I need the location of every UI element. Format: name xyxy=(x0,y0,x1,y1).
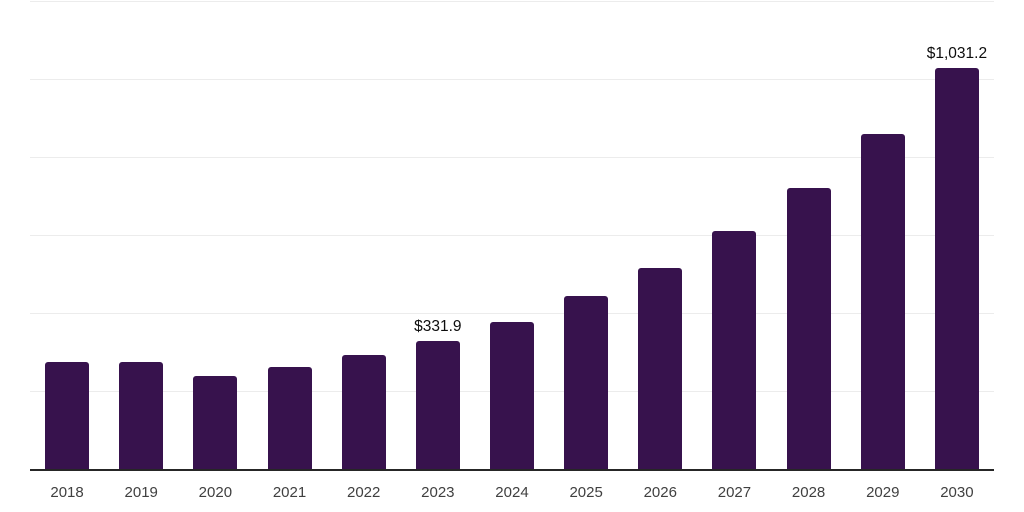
x-tick-2024: 2024 xyxy=(495,484,529,501)
bar-2022 xyxy=(341,355,386,470)
bar-2029 xyxy=(860,134,905,470)
gridline-800 xyxy=(30,157,994,158)
bar-2023 xyxy=(415,340,460,470)
bar-2030 xyxy=(934,67,979,470)
bar-2027 xyxy=(712,231,757,470)
value-label-2023: $331.9 xyxy=(414,317,462,335)
bar-2024 xyxy=(490,321,534,470)
value-label-2030: $1,031.2 xyxy=(926,44,988,62)
gridline-1200 xyxy=(30,1,994,2)
x-tick-2021: 2021 xyxy=(272,484,307,501)
x-tick-2025: 2025 xyxy=(569,484,603,501)
gridline-600 xyxy=(30,235,994,236)
x-tick-2022: 2022 xyxy=(346,484,381,501)
x-tick-2029: 2029 xyxy=(866,484,900,501)
gridline-400 xyxy=(30,313,994,314)
x-tick-2018: 2018 xyxy=(50,484,84,501)
bar-2019 xyxy=(119,361,164,470)
x-tick-2020: 2020 xyxy=(198,484,233,501)
bar-2025 xyxy=(564,296,609,470)
bar-2018 xyxy=(45,361,90,470)
x-tick-2028: 2028 xyxy=(791,484,826,501)
x-tick-2027: 2027 xyxy=(717,484,752,501)
x-tick-2023: 2023 xyxy=(421,484,455,501)
bar-2020 xyxy=(193,375,238,470)
bar-2026 xyxy=(638,267,683,470)
bar-2021 xyxy=(267,366,312,470)
bar-2028 xyxy=(786,188,831,470)
x-tick-2026: 2026 xyxy=(643,484,677,501)
x-axis-line xyxy=(30,469,994,471)
gridline-1000 xyxy=(30,79,994,80)
x-tick-2030: 2030 xyxy=(940,484,974,501)
x-tick-2019: 2019 xyxy=(124,484,158,501)
